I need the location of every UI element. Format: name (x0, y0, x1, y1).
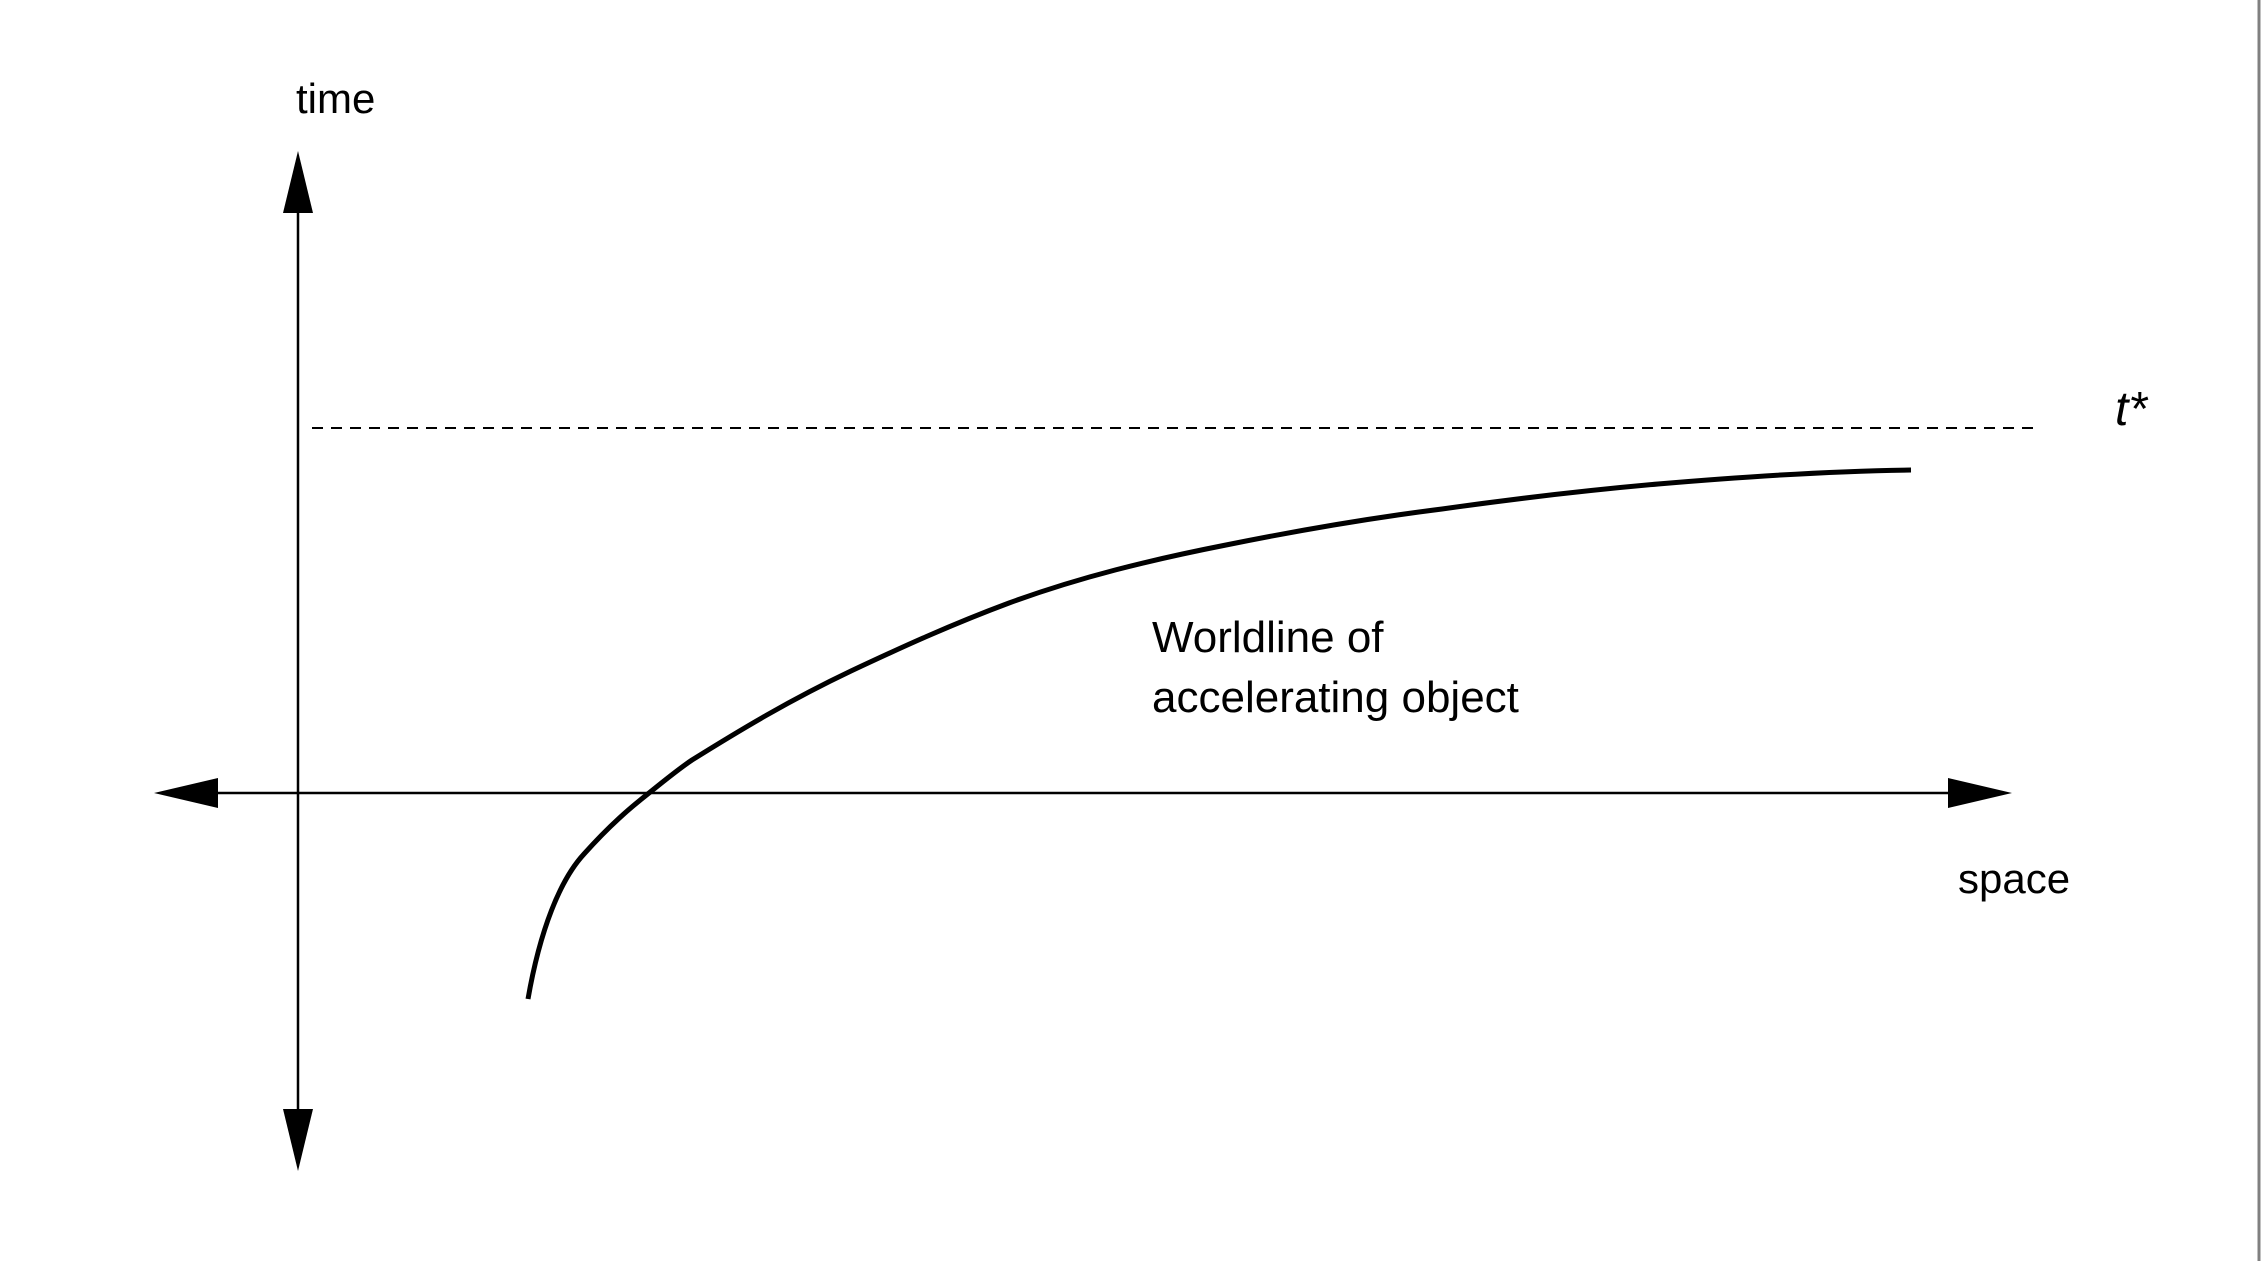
worldline-label-line1: Worldline of (1152, 613, 1384, 662)
time-axis (283, 151, 313, 1171)
worldline-curve (525, 467, 1912, 1000)
arrow-left-icon (154, 778, 218, 808)
time-axis-label: time (296, 75, 375, 122)
space-axis (154, 778, 2012, 808)
arrow-down-icon (283, 1109, 313, 1171)
arrow-up-icon (283, 151, 313, 213)
arrow-right-icon (1948, 778, 2012, 808)
t-star-label: t* (2115, 383, 2148, 436)
space-axis-label: space (1958, 855, 2070, 902)
worldline-label-line2: accelerating object (1152, 673, 1519, 722)
